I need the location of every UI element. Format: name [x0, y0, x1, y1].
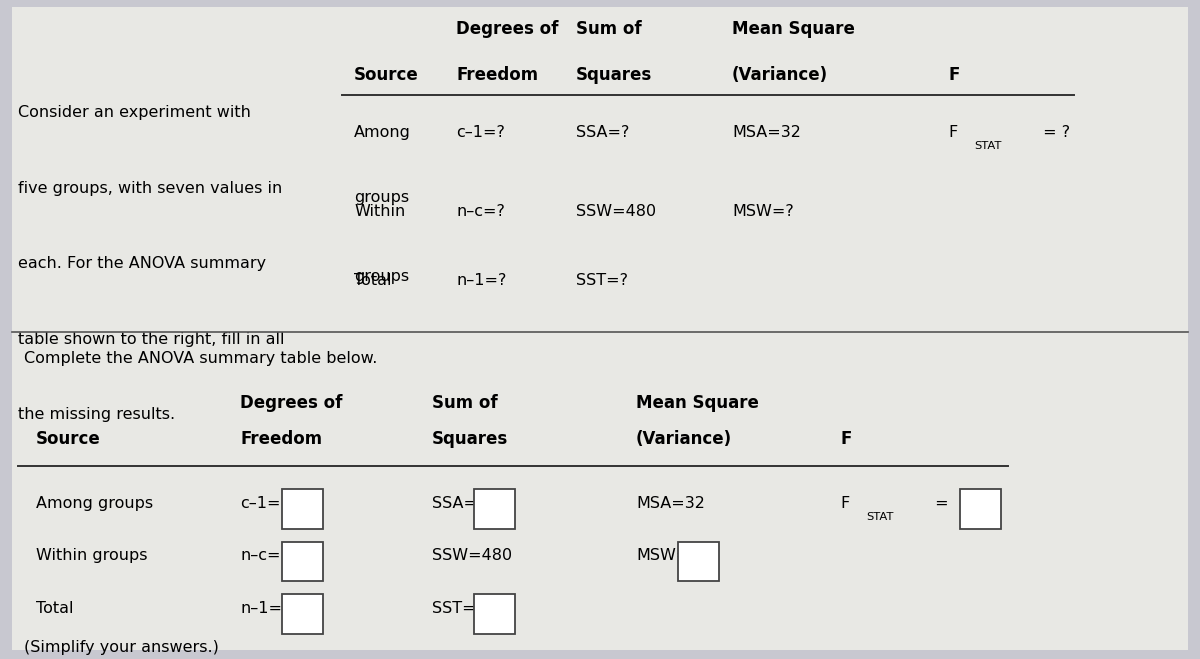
Text: Total: Total: [36, 601, 73, 616]
Text: Freedom: Freedom: [456, 66, 538, 84]
FancyBboxPatch shape: [282, 489, 323, 529]
Text: MSW=: MSW=: [636, 548, 689, 563]
Text: Squares: Squares: [576, 66, 653, 84]
Text: c–1=: c–1=: [240, 496, 281, 511]
Text: Within: Within: [354, 204, 406, 219]
Text: = ?: = ?: [1038, 125, 1070, 140]
Text: MSA=32: MSA=32: [636, 496, 704, 511]
Text: Sum of: Sum of: [576, 20, 642, 38]
Text: n–1=?: n–1=?: [456, 273, 506, 287]
Text: F: F: [948, 125, 958, 140]
Text: SSA=: SSA=: [432, 496, 478, 511]
Text: Mean Square: Mean Square: [636, 394, 758, 412]
Text: Among groups: Among groups: [36, 496, 154, 511]
Text: F: F: [840, 496, 850, 511]
Text: SSW=480: SSW=480: [432, 548, 512, 563]
Text: Degrees of: Degrees of: [456, 20, 558, 38]
Text: Degrees of: Degrees of: [240, 394, 342, 412]
Text: n–1=: n–1=: [240, 601, 282, 616]
FancyBboxPatch shape: [12, 7, 1188, 650]
Text: (Simplify your answers.): (Simplify your answers.): [24, 641, 218, 655]
Text: SST=: SST=: [432, 601, 475, 616]
Text: SST=?: SST=?: [576, 273, 628, 287]
Text: table shown to the right, fill in all: table shown to the right, fill in all: [18, 331, 284, 347]
Text: five groups, with seven values in: five groups, with seven values in: [18, 181, 282, 196]
Text: Complete the ANOVA summary table below.: Complete the ANOVA summary table below.: [24, 351, 377, 366]
Text: STAT: STAT: [974, 141, 1002, 151]
Text: Consider an experiment with: Consider an experiment with: [18, 105, 251, 120]
Text: F: F: [948, 66, 959, 84]
Text: SSW=480: SSW=480: [576, 204, 656, 219]
Text: STAT: STAT: [866, 512, 894, 522]
Text: Freedom: Freedom: [240, 430, 322, 448]
Text: Source: Source: [354, 66, 419, 84]
Text: groups: groups: [354, 190, 409, 206]
Text: (Variance): (Variance): [636, 430, 732, 448]
Text: n–c=: n–c=: [240, 548, 281, 563]
Text: each. For the ANOVA summary: each. For the ANOVA summary: [18, 256, 266, 271]
Text: Among: Among: [354, 125, 410, 140]
Text: MSW=?: MSW=?: [732, 204, 793, 219]
Text: Squares: Squares: [432, 430, 509, 448]
Text: groups: groups: [354, 270, 409, 284]
Text: F: F: [840, 430, 851, 448]
Text: Source: Source: [36, 430, 101, 448]
Text: SSA=?: SSA=?: [576, 125, 629, 140]
FancyBboxPatch shape: [282, 542, 323, 581]
Text: (Variance): (Variance): [732, 66, 828, 84]
Text: n–c=?: n–c=?: [456, 204, 505, 219]
Text: c–1=?: c–1=?: [456, 125, 505, 140]
FancyBboxPatch shape: [474, 489, 515, 529]
Text: Within groups: Within groups: [36, 548, 148, 563]
FancyBboxPatch shape: [960, 489, 1001, 529]
Text: =: =: [930, 496, 949, 511]
Text: Total: Total: [354, 273, 391, 287]
Text: Sum of: Sum of: [432, 394, 498, 412]
FancyBboxPatch shape: [282, 594, 323, 634]
FancyBboxPatch shape: [678, 542, 719, 581]
FancyBboxPatch shape: [474, 594, 515, 634]
Text: MSA=32: MSA=32: [732, 125, 800, 140]
Text: the missing results.: the missing results.: [18, 407, 175, 422]
Text: Mean Square: Mean Square: [732, 20, 854, 38]
